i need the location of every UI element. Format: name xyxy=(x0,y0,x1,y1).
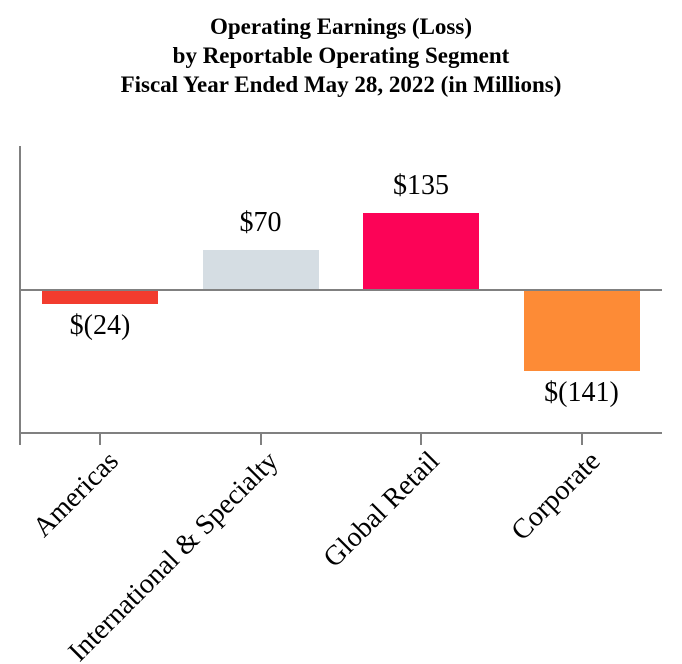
x-axis-tick-global-retail xyxy=(420,434,422,445)
bar-corporate xyxy=(523,290,640,371)
chart-title-line-1: Operating Earnings (Loss) xyxy=(210,14,472,39)
category-label-americas: Americas xyxy=(26,445,125,544)
value-label-global-retail: $135 xyxy=(393,170,449,201)
category-label-global-retail: Global Retail xyxy=(317,445,446,574)
chart-title-line-2: by Reportable Operating Segment xyxy=(172,43,510,68)
x-axis-tick-corporate xyxy=(580,434,583,445)
chart-title-line-3: Fiscal Year Ended May 28, 2022 (in Milli… xyxy=(120,72,562,97)
bar-global-retail xyxy=(363,213,479,290)
value-label-international-specialty: $70 xyxy=(239,207,282,238)
zero-baseline xyxy=(19,289,662,291)
category-label-corporate: Corporate xyxy=(504,445,607,547)
x-axis-tick-americas xyxy=(99,434,101,445)
x-axis-line xyxy=(19,432,662,434)
x-axis-tick-international-specialty xyxy=(259,434,262,445)
value-label-americas: $(24) xyxy=(69,310,131,341)
chart-title: Operating Earnings (Loss) by Reportable … xyxy=(0,12,682,99)
y-axis-line xyxy=(19,146,21,445)
bar-international-specialty xyxy=(202,250,319,290)
value-label-corporate: $(141) xyxy=(544,377,619,408)
bar-americas xyxy=(42,290,158,304)
